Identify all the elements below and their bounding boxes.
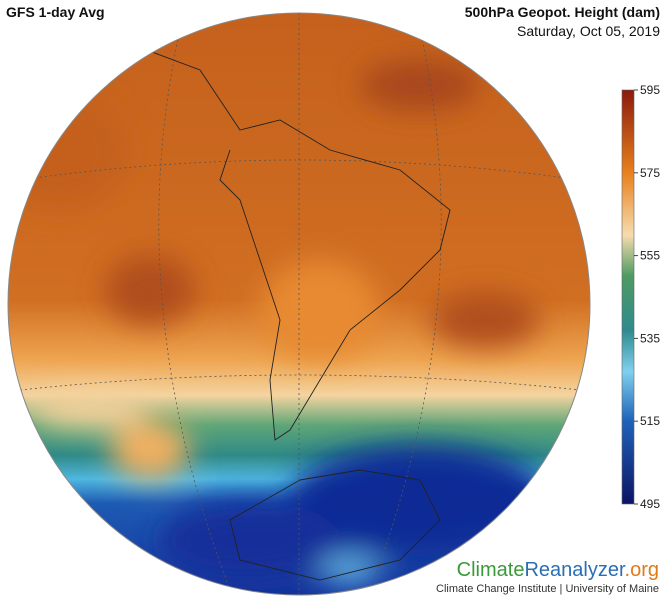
logo: ClimateReanalyzer.org xyxy=(457,559,659,581)
coastlines xyxy=(119,39,451,581)
logo-part: Reanalyzer xyxy=(524,559,626,581)
title: GFS 1-day Avg xyxy=(6,4,105,20)
colorbar-tick-label: 555 xyxy=(640,249,660,263)
logo-part: .org xyxy=(625,559,659,581)
colorbar-tick-label: 515 xyxy=(640,414,660,428)
graticule xyxy=(19,13,581,595)
colorbar-tick-label: 575 xyxy=(640,166,660,180)
globe-outline xyxy=(7,12,591,596)
colorbar-tick-label: 495 xyxy=(640,497,660,511)
colorbar-ticks: 595 575 555 535 515 495 xyxy=(634,83,660,511)
height-field xyxy=(8,60,550,582)
colorbar-tick-label: 595 xyxy=(640,83,660,97)
date: Saturday, Oct 05, 2019 xyxy=(517,23,660,39)
globe xyxy=(8,13,590,595)
credit: Climate Change Institute | University of… xyxy=(436,583,659,595)
variable: 500hPa Geopot. Height (dam) xyxy=(465,4,660,20)
logo-part: Climate xyxy=(457,559,525,581)
colorbar xyxy=(621,89,635,505)
colorbar-tick-label: 535 xyxy=(640,331,660,345)
